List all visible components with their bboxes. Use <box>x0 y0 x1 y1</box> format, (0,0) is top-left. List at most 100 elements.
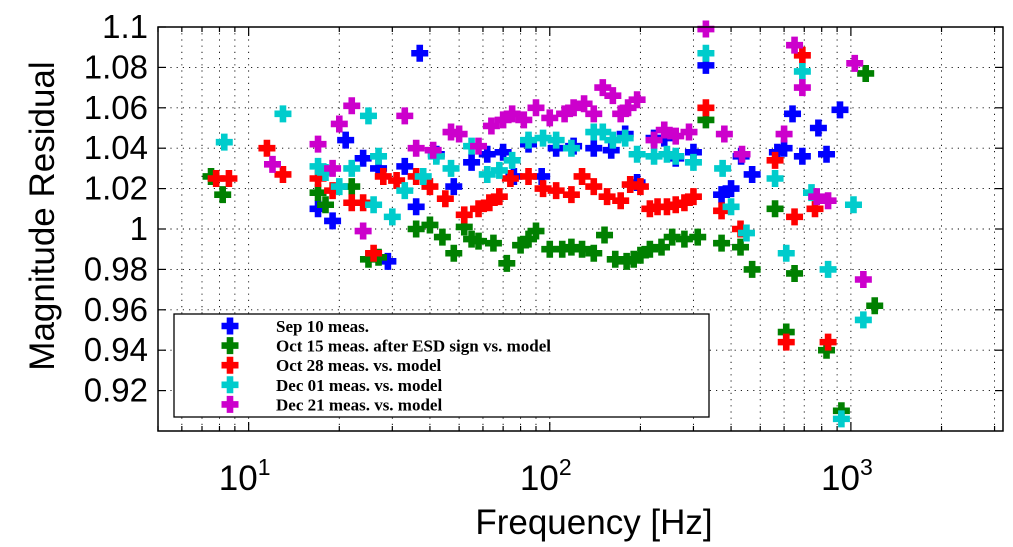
legend-entry-label: Oct 28 meas. vs. model <box>276 356 442 375</box>
data-point <box>407 198 425 216</box>
data-point <box>649 198 667 216</box>
data-point <box>645 131 663 149</box>
data-point <box>478 145 496 163</box>
legend-marker <box>221 376 239 394</box>
data-point <box>594 123 612 141</box>
data-point <box>606 250 624 268</box>
y-tick-label: 0.92 <box>84 372 148 409</box>
legend-box <box>173 313 710 418</box>
data-point <box>819 260 837 278</box>
data-point <box>541 240 559 258</box>
data-point <box>766 170 784 187</box>
data-point <box>388 172 406 190</box>
data-point <box>766 200 784 218</box>
y-tick-label: 1.02 <box>84 170 148 207</box>
data-point <box>585 244 603 262</box>
data-point <box>512 236 530 254</box>
data-point <box>324 212 342 230</box>
data-point <box>317 163 335 181</box>
data-point <box>490 161 508 179</box>
y-tick-label: 1.06 <box>84 89 148 126</box>
legend-entry-label: Dec 01 meas. vs. model <box>276 376 442 395</box>
data-point <box>463 153 481 171</box>
data-point <box>663 228 681 246</box>
data-point <box>562 186 580 204</box>
legend-marker <box>221 395 239 413</box>
legend-entry-label: Sep 10 meas. <box>276 317 369 336</box>
data-point <box>414 167 432 185</box>
data-point <box>547 131 565 149</box>
data-point <box>359 250 377 268</box>
data-point <box>697 44 715 62</box>
x-tick-label: 101 <box>219 454 271 498</box>
data-point <box>667 196 685 214</box>
axis-ticks <box>157 26 1003 431</box>
data-point <box>631 178 649 196</box>
data-point <box>573 240 591 258</box>
legend-marker <box>221 356 239 374</box>
series-3 <box>207 46 837 351</box>
data-point <box>612 192 630 210</box>
data-point <box>675 230 693 248</box>
data-point <box>697 99 715 117</box>
data-point <box>655 121 673 139</box>
data-point <box>490 188 508 206</box>
data-point <box>775 139 793 157</box>
y-tick-label: 0.96 <box>84 291 148 328</box>
data-point <box>793 62 811 80</box>
data-point <box>520 230 538 248</box>
data-point <box>515 111 533 129</box>
data-point <box>585 105 603 123</box>
data-point <box>743 260 761 278</box>
data-point <box>343 194 361 212</box>
data-point <box>534 129 552 147</box>
data-point <box>675 194 693 212</box>
data-point <box>616 129 634 147</box>
data-point <box>396 157 414 175</box>
data-point <box>484 234 502 252</box>
data-point <box>832 410 850 428</box>
data-point <box>207 170 225 187</box>
y-tick-label: 1.1 <box>102 8 148 45</box>
data-point <box>482 117 500 135</box>
data-point <box>784 105 802 123</box>
data-point <box>470 137 488 155</box>
data-point <box>722 180 740 198</box>
data-point <box>365 244 383 262</box>
data-point <box>596 226 614 244</box>
data-point <box>354 194 372 212</box>
data-point <box>309 157 327 175</box>
data-point <box>628 91 646 109</box>
x-tick-label: 103 <box>821 454 873 498</box>
data-point <box>442 159 460 177</box>
data-point <box>714 159 732 177</box>
data-point <box>713 202 731 220</box>
data-point <box>658 145 676 163</box>
data-point <box>625 250 643 268</box>
data-point <box>534 180 552 198</box>
data-point <box>667 127 685 145</box>
data-point <box>407 220 425 238</box>
data-point <box>777 244 795 262</box>
data-point <box>667 147 685 165</box>
data-point <box>793 147 811 165</box>
data-point <box>424 141 442 159</box>
data-point <box>715 125 733 143</box>
data-point <box>844 196 862 214</box>
data-point <box>854 311 872 329</box>
data-point <box>786 36 804 54</box>
data-point <box>359 107 377 125</box>
data-point <box>324 159 342 177</box>
x-axis-label: Frequency [Hz] <box>475 503 712 542</box>
y-tick-label: 0.94 <box>84 331 148 368</box>
data-point <box>374 167 392 185</box>
data-point <box>713 234 731 252</box>
data-point <box>520 131 538 149</box>
data-point <box>258 139 276 157</box>
legend-entry-label: Oct 15 meas. after ESD sign vs. model <box>276 337 551 356</box>
data-point <box>436 190 454 208</box>
data-point <box>556 105 574 123</box>
data-point <box>309 184 327 202</box>
